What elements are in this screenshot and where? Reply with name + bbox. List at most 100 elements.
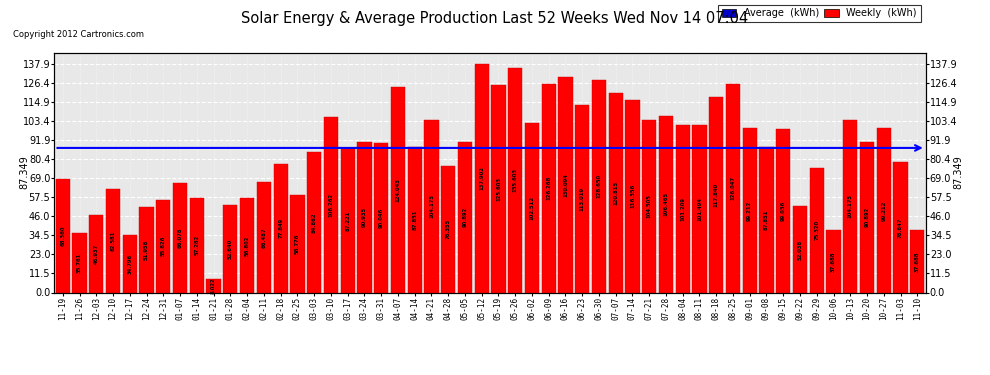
Text: 34.796: 34.796	[128, 254, 133, 274]
Bar	[341, 148, 354, 292]
Bar	[273, 164, 288, 292]
Text: 46.937: 46.937	[94, 243, 99, 264]
Bar	[759, 147, 773, 292]
Text: 66.487: 66.487	[261, 227, 266, 248]
Legend: Average  (kWh), Weekly  (kWh): Average (kWh), Weekly (kWh)	[718, 4, 921, 22]
Bar	[55, 179, 70, 292]
Bar	[860, 142, 874, 292]
Text: 87.221: 87.221	[346, 210, 350, 231]
Text: 101.209: 101.209	[680, 197, 685, 221]
Text: 37.688: 37.688	[915, 251, 920, 272]
Bar	[742, 128, 757, 292]
Text: 135.603: 135.603	[513, 168, 518, 192]
Text: 51.958: 51.958	[145, 239, 149, 260]
Bar	[675, 125, 690, 292]
Text: 57.282: 57.282	[194, 235, 199, 255]
Bar	[810, 168, 824, 292]
Bar	[827, 230, 841, 292]
Text: 58.776: 58.776	[295, 234, 300, 254]
Bar	[626, 100, 640, 292]
Bar	[726, 84, 741, 292]
Bar	[72, 233, 87, 292]
Text: 87.851: 87.851	[764, 210, 769, 230]
Bar	[290, 195, 305, 292]
Text: 52.640: 52.640	[228, 239, 233, 259]
Text: 52.038: 52.038	[798, 239, 803, 260]
Text: 35.761: 35.761	[77, 253, 82, 273]
Text: 84.862: 84.862	[312, 212, 317, 232]
Bar	[542, 84, 555, 292]
Bar	[106, 189, 120, 292]
Bar	[776, 129, 790, 292]
Text: 90.892: 90.892	[864, 207, 869, 227]
Bar	[575, 105, 589, 292]
Text: Solar Energy & Average Production Last 52 Weeks Wed Nov 14 07:04: Solar Energy & Average Production Last 5…	[242, 11, 748, 26]
Text: 87.851: 87.851	[412, 210, 417, 230]
Text: 116.356: 116.356	[630, 184, 635, 209]
Bar	[190, 198, 204, 292]
Text: 87.349: 87.349	[20, 156, 30, 189]
Bar	[425, 120, 439, 292]
Bar	[391, 87, 405, 292]
Text: 137.902: 137.902	[479, 166, 484, 190]
Text: 76.355: 76.355	[446, 219, 450, 239]
Bar	[558, 77, 572, 292]
Bar	[374, 144, 388, 292]
Text: 37.688: 37.688	[831, 251, 836, 272]
Text: 62.581: 62.581	[111, 231, 116, 251]
Text: 106.465: 106.465	[663, 192, 668, 216]
Text: 90.935: 90.935	[362, 207, 367, 227]
Bar	[692, 124, 707, 292]
Bar	[307, 152, 321, 292]
Text: 99.036: 99.036	[781, 200, 786, 220]
Bar	[793, 206, 807, 292]
Bar	[843, 120, 857, 292]
Bar	[910, 230, 925, 292]
Bar	[525, 123, 540, 292]
Bar	[123, 235, 137, 292]
Bar	[893, 162, 908, 292]
Text: 90.046: 90.046	[378, 208, 384, 228]
Text: 104.175: 104.175	[429, 194, 434, 218]
Bar	[173, 183, 187, 292]
Text: 128.650: 128.650	[596, 174, 602, 198]
Bar	[877, 128, 891, 292]
Text: 104.505: 104.505	[646, 194, 651, 218]
Bar	[508, 68, 523, 292]
Text: 77.849: 77.849	[278, 218, 283, 238]
Bar	[408, 147, 422, 292]
Text: 55.826: 55.826	[160, 236, 166, 256]
Text: 120.815: 120.815	[613, 180, 618, 205]
Bar	[442, 166, 455, 292]
Bar	[140, 207, 153, 292]
Text: 78.647: 78.647	[898, 217, 903, 238]
Bar	[207, 279, 221, 292]
Text: 66.078: 66.078	[177, 228, 182, 248]
Bar	[240, 198, 254, 292]
Text: 68.360: 68.360	[60, 226, 65, 246]
Bar	[457, 142, 472, 292]
Text: 102.512: 102.512	[530, 196, 535, 220]
Text: 113.019: 113.019	[580, 187, 585, 211]
Bar	[709, 98, 724, 292]
Bar	[256, 183, 271, 292]
Text: Copyright 2012 Cartronics.com: Copyright 2012 Cartronics.com	[13, 30, 144, 39]
Text: 99.212: 99.212	[747, 200, 752, 220]
Bar	[474, 64, 489, 292]
Bar	[224, 206, 238, 292]
Bar	[659, 116, 673, 292]
Text: 104.175: 104.175	[847, 194, 852, 218]
Text: 117.840: 117.840	[714, 183, 719, 207]
Text: 8.022: 8.022	[211, 278, 216, 294]
Text: 99.212: 99.212	[881, 200, 886, 220]
Bar	[156, 200, 170, 292]
Text: 126.047: 126.047	[731, 176, 736, 200]
Bar	[491, 85, 506, 292]
Text: 56.802: 56.802	[245, 235, 249, 256]
Bar	[643, 120, 656, 292]
Text: 126.268: 126.268	[546, 176, 551, 200]
Text: 130.094: 130.094	[563, 173, 568, 197]
Text: 90.892: 90.892	[462, 207, 467, 227]
Text: 75.320: 75.320	[814, 220, 820, 240]
Bar	[89, 215, 103, 292]
